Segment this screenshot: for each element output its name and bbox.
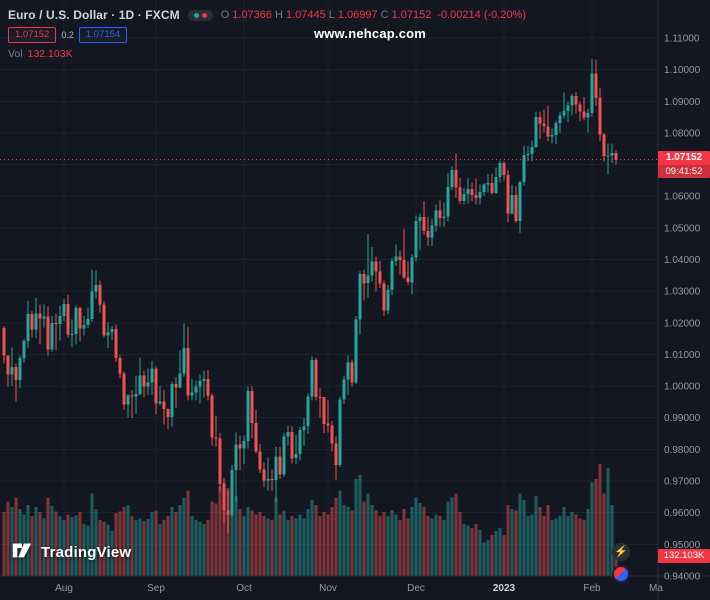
last-price-axis-label: 1.07152 09:41:52 xyxy=(658,151,710,178)
volume-axis-label: 132.103K xyxy=(658,549,710,563)
buy-price-button[interactable]: 1.07154 xyxy=(78,27,128,43)
down-color-dot-icon xyxy=(201,12,207,18)
volume-label: Vol xyxy=(8,48,23,60)
svg-text:1.08000: 1.08000 xyxy=(664,128,701,139)
svg-text:1.09000: 1.09000 xyxy=(664,97,701,108)
svg-text:0.94000: 0.94000 xyxy=(664,571,701,582)
legend-color-dots-toggle[interactable] xyxy=(187,9,213,21)
svg-text:1.03000: 1.03000 xyxy=(664,287,701,298)
svg-text:Nov: Nov xyxy=(319,583,337,594)
sell-price-button[interactable]: 1.07152 xyxy=(8,27,57,43)
up-color-dot-icon xyxy=(193,12,199,18)
long-short-sentiment-button[interactable] xyxy=(612,565,630,583)
close-value: 1.07152 xyxy=(391,9,432,21)
svg-text:1.10000: 1.10000 xyxy=(664,65,701,76)
svg-text:0.96000: 0.96000 xyxy=(664,508,701,519)
change-value: -0.00214 (-0.20%) xyxy=(437,9,527,21)
tradingview-logo-icon xyxy=(10,538,34,567)
high-label: H xyxy=(275,9,283,21)
svg-text:1.05000: 1.05000 xyxy=(664,223,701,234)
svg-text:Feb: Feb xyxy=(583,583,601,594)
svg-text:0.95000: 0.95000 xyxy=(664,540,701,551)
low-value: 1.06997 xyxy=(337,9,378,21)
svg-text:Sep: Sep xyxy=(147,583,165,594)
time-axis[interactable] xyxy=(0,576,710,600)
svg-text:0.98000: 0.98000 xyxy=(664,445,701,456)
svg-text:1.01000: 1.01000 xyxy=(664,350,701,361)
chart-legend: Euro / U.S. Dollar · 1D · FXCM O 1.07366 … xyxy=(8,7,526,60)
high-value: 1.07445 xyxy=(285,9,326,21)
lightning-bolt-icon: ⚡ xyxy=(614,545,628,558)
watermark-text: www.nehcap.com xyxy=(313,26,427,41)
svg-text:0.97000: 0.97000 xyxy=(664,477,701,488)
svg-text:2023: 2023 xyxy=(493,583,516,594)
quick-trade-bolt-button[interactable]: ⚡ xyxy=(612,543,630,561)
close-label: C xyxy=(380,9,389,21)
tradingview-logo-text: TradingView xyxy=(41,544,132,561)
svg-text:Aug: Aug xyxy=(55,583,73,594)
spread-value: 0.2 xyxy=(61,30,74,40)
open-label: O xyxy=(220,9,230,21)
bar-countdown: 09:41:52 xyxy=(658,165,710,178)
low-label: L xyxy=(328,9,335,21)
svg-text:1.11000: 1.11000 xyxy=(664,34,700,45)
ohlc-readout: O 1.07366 H 1.07445 L 1.06997 C 1.07152 -0.0… xyxy=(221,9,526,21)
svg-text:1.06000: 1.06000 xyxy=(664,192,701,203)
tradingview-logo[interactable]: TradingView xyxy=(10,538,131,567)
svg-text:0.99000: 0.99000 xyxy=(664,413,701,424)
svg-text:Dec: Dec xyxy=(407,583,425,594)
svg-text:Ma: Ma xyxy=(649,583,663,594)
last-price-value: 1.07152 xyxy=(665,152,703,163)
svg-text:Oct: Oct xyxy=(236,583,252,594)
price-axis[interactable] xyxy=(658,0,710,576)
svg-text:1.00000: 1.00000 xyxy=(664,382,701,393)
open-value: 1.07366 xyxy=(232,9,273,21)
volume-value: 132.103K xyxy=(27,48,73,60)
symbol-title[interactable]: Euro / U.S. Dollar · 1D · FXCM xyxy=(8,8,180,22)
svg-text:1.04000: 1.04000 xyxy=(664,255,701,266)
svg-text:1.02000: 1.02000 xyxy=(664,318,701,329)
